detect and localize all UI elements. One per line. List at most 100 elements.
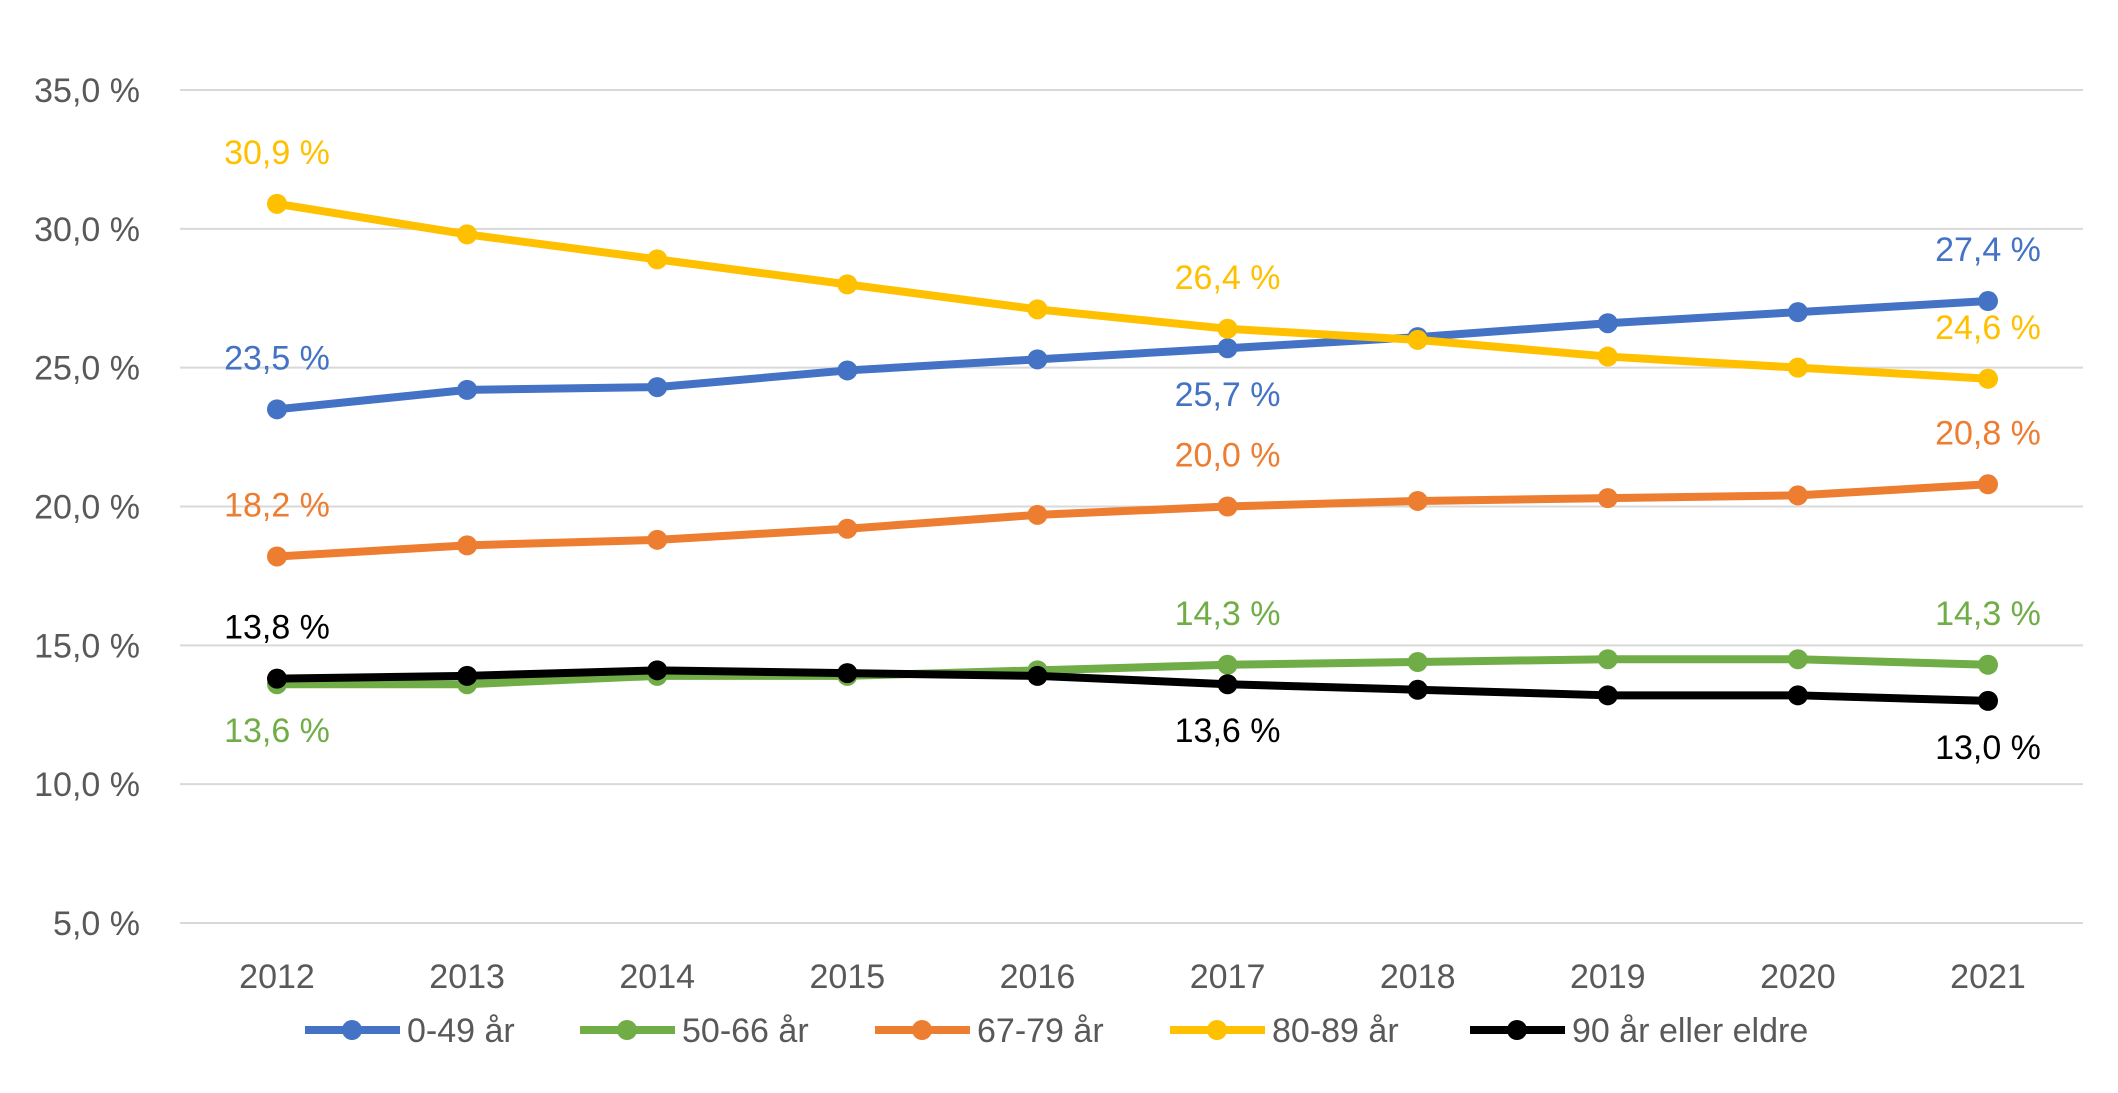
y-axis-ticks: 5,0 % 10,0 % 15,0 % 20,0 % 25,0 % 30,0 % 35,0 …	[34, 72, 140, 943]
legend-marker-icon	[342, 1020, 362, 1040]
data-point	[457, 665, 478, 686]
data-label: 14,3 %	[1175, 595, 1281, 633]
series-line	[277, 655, 1989, 689]
data-point	[837, 274, 858, 295]
x-tick-label: 2021	[1950, 958, 2026, 996]
data-label: 24,6 %	[1935, 309, 2041, 347]
x-tick-label: 2019	[1570, 958, 1646, 996]
y-tick-label: 15,0 %	[34, 627, 140, 665]
data-point	[1597, 346, 1618, 367]
legend-label: 67-79 år	[977, 1012, 1104, 1050]
data-point	[647, 249, 668, 270]
legend-item-1: 50-66 år	[580, 1012, 809, 1050]
legend-marker-icon	[1507, 1020, 1527, 1040]
data-label: 26,4 %	[1175, 259, 1281, 297]
data-label: 20,8 %	[1935, 414, 2041, 452]
data-label: 30,9 %	[224, 134, 330, 172]
legend-item-0: 0-49 år	[305, 1012, 515, 1050]
y-tick-label: 5,0 %	[53, 905, 140, 943]
series-line	[276, 480, 1989, 561]
legend-label: 0-49 år	[407, 1012, 515, 1050]
legend-label: 80-89 år	[1272, 1012, 1399, 1050]
series-3	[267, 193, 1998, 389]
x-tick-label: 2017	[1190, 958, 1266, 996]
data-point	[837, 518, 858, 539]
y-tick-label: 30,0 %	[34, 211, 140, 249]
legend-marker-icon	[912, 1020, 932, 1040]
data-point	[1407, 329, 1428, 350]
data-label: 13,0 %	[1935, 729, 2041, 767]
legend-item-4: 90 år eller eldre	[1470, 1012, 1808, 1050]
legend-label: 90 år eller eldre	[1572, 1012, 1808, 1050]
y-tick-label: 35,0 %	[34, 72, 140, 110]
y-tick-label: 25,0 %	[34, 350, 140, 388]
data-label: 13,6 %	[224, 712, 330, 750]
legend-item-3: 80-89 år	[1170, 1012, 1399, 1050]
data-label: 20,0 %	[1175, 437, 1281, 475]
data-point	[1787, 649, 1808, 670]
x-tick-label: 2012	[239, 958, 315, 996]
y-tick-label: 10,0 %	[34, 766, 140, 804]
data-label: 13,6 %	[1175, 712, 1281, 750]
legend-label: 50-66 år	[682, 1012, 809, 1050]
data-point	[267, 668, 287, 689]
x-tick-label: 2013	[429, 958, 505, 996]
data-point	[1978, 291, 1998, 312]
x-tick-label: 2014	[619, 958, 695, 996]
data-point	[457, 224, 478, 245]
x-tick-label: 2015	[810, 958, 886, 996]
data-point	[1217, 496, 1238, 517]
data-point	[1597, 685, 1618, 706]
data-point	[1787, 357, 1808, 378]
data-point	[1217, 318, 1238, 339]
data-point	[1597, 313, 1618, 334]
data-point	[1597, 488, 1618, 509]
data-point	[457, 379, 478, 400]
data-point	[1787, 485, 1808, 506]
legend-marker-icon	[1207, 1020, 1227, 1040]
x-tick-label: 2020	[1760, 958, 1836, 996]
data-point	[1978, 690, 1998, 711]
x-tick-label: 2016	[1000, 958, 1076, 996]
data-point	[1787, 685, 1808, 706]
data-point	[1027, 299, 1048, 320]
legend-marker-icon	[617, 1020, 637, 1040]
data-point	[1978, 474, 1998, 495]
gridlines	[180, 89, 2083, 924]
data-point	[267, 399, 287, 420]
data-point	[1027, 349, 1048, 370]
series-line	[276, 297, 1989, 414]
data-point	[1407, 679, 1428, 700]
data-point	[837, 360, 858, 381]
data-point	[1407, 651, 1428, 672]
data-label: 23,5 %	[224, 339, 330, 377]
data-point	[1217, 654, 1238, 675]
data-point	[267, 193, 287, 214]
data-point	[647, 529, 668, 550]
data-point	[267, 546, 287, 567]
series-0	[267, 291, 1998, 420]
data-label: 14,3 %	[1935, 595, 2041, 633]
data-label: 27,4 %	[1935, 231, 2041, 269]
data-labels: 23,5 % 25,7 % 27,4 % 13,6 % 14,3 % 14,3 % 18,2…	[224, 134, 2041, 767]
x-tick-label: 2018	[1380, 958, 1456, 996]
data-point	[1217, 674, 1238, 695]
data-point	[1027, 504, 1048, 525]
data-point	[1217, 338, 1238, 359]
series-4	[267, 660, 1998, 711]
x-axis-ticks: 2012 2013 2014 2015 2016 2017 2018 2019 2020 2021	[239, 958, 2026, 996]
legend: 0-49 år 50-66 år 67-79 år 80-89 år 90 år ell…	[305, 1012, 1808, 1050]
series-2	[267, 474, 1998, 567]
legend-item-2: 67-79 år	[875, 1012, 1104, 1050]
series-line	[276, 199, 1989, 383]
data-point	[837, 663, 858, 684]
data-point	[647, 377, 668, 398]
data-point	[457, 535, 478, 556]
series-line	[276, 666, 1989, 705]
data-point	[1027, 665, 1048, 686]
data-label: 25,7 %	[1175, 376, 1281, 414]
data-point	[1407, 490, 1428, 511]
data-point	[1597, 649, 1618, 670]
data-label: 18,2 %	[224, 486, 330, 524]
